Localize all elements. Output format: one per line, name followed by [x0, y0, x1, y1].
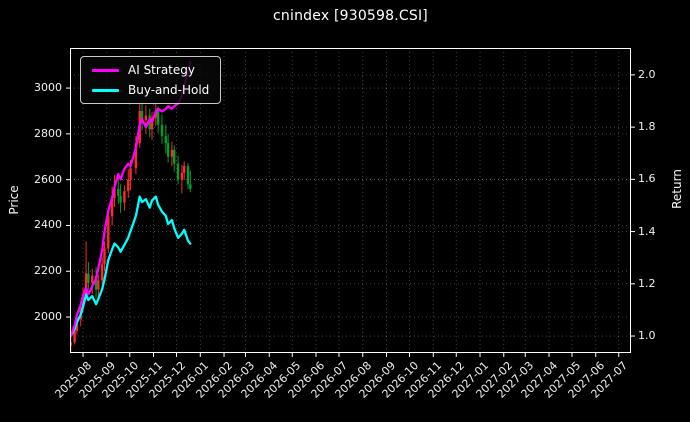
return-tick-label: 2.0	[638, 67, 656, 81]
legend-item-buy-and-hold: Buy-and-Hold	[92, 83, 209, 97]
line-buy-and-hold	[70, 195, 192, 338]
ai-strategy-line-swatch	[92, 68, 119, 72]
legend: AI Strategy Buy-and-Hold	[80, 56, 222, 104]
return-tick-label: 1.2	[638, 276, 656, 290]
price-tick-label: 2800	[34, 126, 62, 140]
buy-and-hold-line-swatch	[92, 88, 119, 92]
return-tick-label: 1.6	[638, 172, 656, 186]
legend-label-buy-and-hold: Buy-and-Hold	[128, 83, 210, 97]
gridlines	[70, 48, 631, 353]
return-tick-label: 1.4	[638, 224, 656, 238]
return-tick-label: 1.0	[638, 329, 656, 343]
legend-label-ai-strategy: AI Strategy	[128, 63, 195, 77]
legend-item-ai-strategy: AI Strategy	[92, 63, 209, 77]
price-tick-label: 2600	[34, 172, 62, 186]
price-tick-label: 3000	[34, 81, 62, 95]
chart-title: cnindex [930598.CSI]	[273, 8, 428, 24]
plot-border	[70, 48, 631, 353]
return-tick-label: 1.8	[638, 120, 656, 134]
price-axis-label: Price	[7, 184, 21, 215]
price-tick-label: 2400	[34, 218, 62, 232]
price-tick-label: 2200	[34, 264, 62, 278]
tick-marks	[66, 74, 635, 357]
price-tick-label: 2000	[34, 310, 62, 324]
line-ai-strategy	[70, 60, 192, 338]
